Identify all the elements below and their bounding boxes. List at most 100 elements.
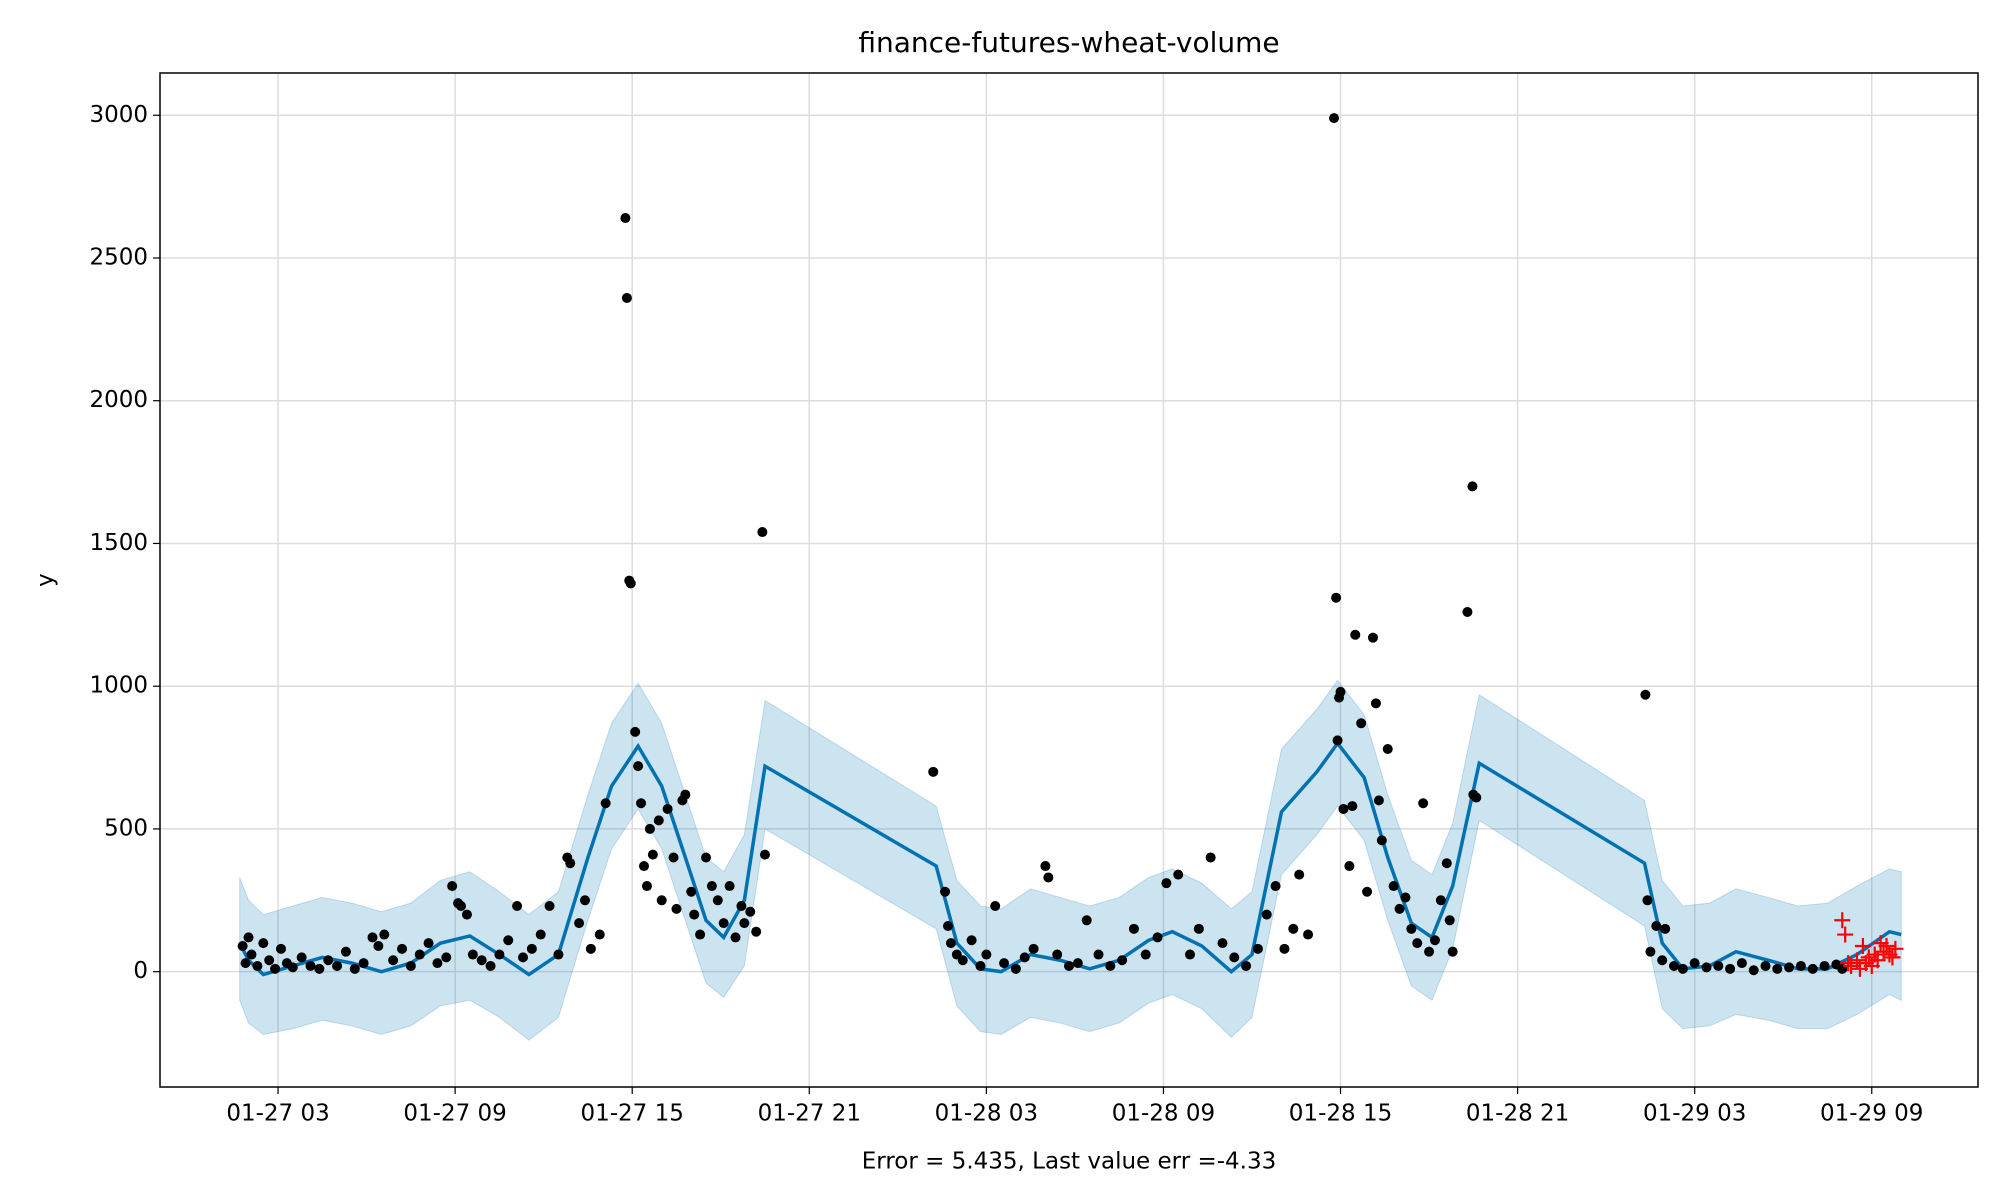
- data-point: [1657, 955, 1668, 966]
- data-point: [1303, 929, 1314, 940]
- y-tick-label: 3000: [89, 102, 148, 128]
- data-point: [1660, 923, 1671, 934]
- data-point: [535, 929, 546, 940]
- data-point: [423, 938, 434, 949]
- data-point: [1205, 852, 1216, 863]
- y-tick-label: 0: [133, 958, 148, 984]
- data-point: [1424, 946, 1435, 957]
- data-point: [739, 918, 750, 929]
- data-point: [695, 929, 706, 940]
- data-point: [1093, 949, 1104, 960]
- y-tick-label: 500: [104, 815, 148, 841]
- data-point: [745, 906, 756, 917]
- data-point: [1394, 903, 1405, 914]
- data-point: [579, 895, 590, 906]
- data-point: [1344, 861, 1355, 872]
- data-point: [966, 935, 977, 946]
- data-point: [686, 886, 697, 897]
- data-point: [724, 881, 735, 892]
- data-point: [349, 963, 360, 974]
- data-point: [653, 815, 664, 826]
- data-point: [287, 962, 298, 973]
- data-point: [476, 955, 487, 966]
- data-point: [1252, 943, 1263, 954]
- data-point: [323, 955, 334, 966]
- data-point: [1140, 949, 1151, 960]
- data-point: [1819, 960, 1830, 971]
- data-point: [1241, 960, 1252, 971]
- test-point: [1884, 949, 1901, 966]
- data-point: [1261, 909, 1272, 920]
- test-point: [1869, 952, 1886, 969]
- test-point: [1837, 926, 1854, 943]
- x-tick-label: 01-29 09: [1820, 1101, 1923, 1127]
- data-point: [1645, 946, 1656, 957]
- test-point: [1840, 955, 1857, 972]
- data-point: [252, 960, 263, 971]
- data-point: [1447, 946, 1458, 957]
- data-point: [1217, 938, 1228, 949]
- data-point: [636, 798, 647, 809]
- data-point: [1331, 592, 1342, 603]
- data-point: [1640, 689, 1651, 700]
- data-point: [379, 929, 390, 940]
- data-point: [1288, 923, 1299, 934]
- data-point: [270, 963, 281, 974]
- x-tick-label: 01-27 21: [758, 1101, 861, 1127]
- data-point: [641, 881, 652, 892]
- data-point: [630, 726, 641, 737]
- y-tick-label: 2500: [89, 244, 148, 270]
- data-point: [358, 958, 369, 969]
- chart-title: finance-futures-wheat-volume: [858, 26, 1279, 59]
- data-point: [957, 955, 968, 966]
- data-point: [1105, 960, 1116, 971]
- data-point: [1329, 113, 1340, 124]
- data-point: [620, 213, 631, 224]
- data-point: [668, 852, 679, 863]
- data-point: [706, 881, 717, 892]
- data-point: [990, 901, 1001, 912]
- data-point: [1736, 958, 1747, 969]
- data-point: [625, 578, 636, 589]
- data-point: [680, 789, 691, 800]
- x-tick-label: 01-28 15: [1289, 1101, 1392, 1127]
- data-point: [633, 761, 644, 772]
- data-point: [1795, 960, 1806, 971]
- data-point: [639, 861, 650, 872]
- x-tick-label: 01-27 03: [226, 1101, 329, 1127]
- data-point: [1052, 949, 1063, 960]
- data-point: [246, 949, 257, 960]
- data-point: [414, 949, 425, 960]
- data-point: [1772, 963, 1783, 974]
- data-point: [1081, 915, 1092, 926]
- data-point: [553, 949, 564, 960]
- data-point: [671, 903, 682, 914]
- data-point: [621, 292, 632, 303]
- data-point: [1435, 895, 1446, 906]
- data-point: [243, 932, 254, 943]
- data-point: [1193, 923, 1204, 934]
- data-point: [388, 955, 399, 966]
- data-point: [757, 527, 768, 538]
- data-point: [503, 935, 514, 946]
- data-point: [1467, 481, 1478, 492]
- data-point: [940, 886, 951, 897]
- data-point: [1043, 872, 1054, 883]
- data-point: [1748, 965, 1759, 976]
- data-point: [305, 960, 316, 971]
- data-point: [1229, 952, 1240, 963]
- uncertainty-band: [239, 679, 1902, 1041]
- data-point: [1040, 861, 1051, 872]
- data-point: [1429, 935, 1440, 946]
- data-point: [485, 960, 496, 971]
- x-tick-label: 01-29 03: [1643, 1101, 1746, 1127]
- data-point: [1406, 923, 1417, 934]
- data-point: [594, 929, 605, 940]
- data-point: [264, 955, 275, 966]
- data-point: [1117, 955, 1128, 966]
- data-point: [258, 938, 269, 949]
- data-point: [718, 918, 729, 929]
- x-tick-label: 01-28 03: [935, 1101, 1038, 1127]
- data-point: [518, 952, 529, 963]
